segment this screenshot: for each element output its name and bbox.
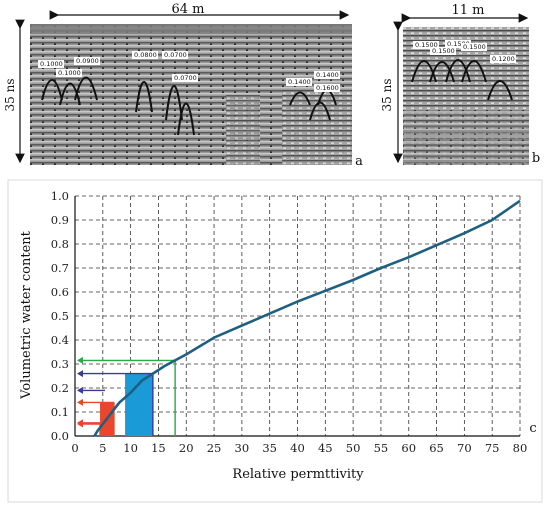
panel-b-hyperbolas xyxy=(411,59,513,101)
chart-grid xyxy=(74,195,521,437)
y-tick-1: 0.1 xyxy=(51,405,69,419)
svg-text:0.0800: 0.0800 xyxy=(134,51,157,59)
svg-text:0.1500: 0.1500 xyxy=(463,43,486,51)
axis-arrowhead-0 xyxy=(77,386,83,394)
y-tick-labels: 0.0 0.1 0.2 0.3 0.4 0.5 0.6 0.7 0.8 0.9 1.0 xyxy=(51,189,69,443)
x-axis-label: Relative permttivity xyxy=(232,467,364,482)
svg-text:0.1400: 0.1400 xyxy=(316,71,339,79)
panel-c: 0 5 10 15 20 25 30 35 40 45 50 55 60 65 70 75 80 0.00.10… xyxy=(7,179,543,503)
svg-text:0.1500: 0.1500 xyxy=(415,41,438,49)
x-tick-15: 75 xyxy=(485,441,500,455)
panel-c-frame xyxy=(7,179,543,503)
y-tick-8: 0.8 xyxy=(51,237,69,251)
panel-a-velocity-labels: 0.1000 0.1000 0.0900 0.0800 0.0700 0.070… xyxy=(38,51,340,92)
y-axis-label: Volumetric water content xyxy=(19,230,34,399)
guide-arrowhead-1 xyxy=(77,370,83,378)
x-tick-3: 15 xyxy=(151,441,166,455)
water-content-curve xyxy=(93,199,521,437)
chart-bars xyxy=(100,373,153,436)
axis-arrowhead-1 xyxy=(77,419,83,427)
svg-text:0.1400: 0.1400 xyxy=(288,78,311,86)
svg-text:0.0900: 0.0900 xyxy=(76,57,99,65)
panel-b-width-label: 11 m xyxy=(451,3,484,18)
y-tick-10: 1.0 xyxy=(51,189,69,203)
y-tick-4: 0.4 xyxy=(51,333,69,347)
y-tick-7: 0.7 xyxy=(51,261,69,275)
guide-arrowhead-0 xyxy=(77,356,83,364)
panel-b: 11 m 35 ns 0.1500 0.1500 0.1500 0.1500 0… xyxy=(380,3,543,166)
svg-text:0.1000: 0.1000 xyxy=(58,69,81,77)
svg-text:0.1500: 0.1500 xyxy=(432,47,455,55)
panel-b-time-label: 35 ns xyxy=(380,79,394,112)
x-tick-14: 70 xyxy=(457,441,472,455)
y-tick-0: 0.0 xyxy=(51,429,69,443)
guide-arrowhead-3 xyxy=(77,398,83,406)
x-tick-5: 25 xyxy=(207,441,222,455)
x-tick-8: 40 xyxy=(290,441,305,455)
panel-b-letter: b xyxy=(532,151,540,166)
panel-a-letter: a xyxy=(355,154,363,169)
panel-a-width-label: 64 m xyxy=(171,2,204,17)
x-tick-0: 0 xyxy=(71,441,78,455)
svg-text:0.0700: 0.0700 xyxy=(174,74,197,82)
x-tick-labels: 0 5 10 15 20 25 30 35 40 45 50 55 60 65 70 75 80 xyxy=(71,441,527,455)
svg-text:0.1200: 0.1200 xyxy=(492,55,515,63)
y-tick-9: 0.9 xyxy=(51,213,69,227)
y-tick-2: 0.2 xyxy=(51,381,69,395)
x-tick-7: 35 xyxy=(262,441,277,455)
x-tick-16: 80 xyxy=(513,441,528,455)
y-tick-3: 0.3 xyxy=(51,357,69,371)
panel-a-time-label: 35 ns xyxy=(3,79,17,112)
panel-a: 64 m 35 ns 0.1000 0.1000 0.0900 0.0800 0… xyxy=(3,2,366,169)
x-tick-11: 55 xyxy=(374,441,389,455)
y-tick-5: 0.5 xyxy=(51,309,69,323)
svg-text:0.1600: 0.1600 xyxy=(316,84,339,92)
panel-c-letter: c xyxy=(529,421,536,436)
x-tick-6: 30 xyxy=(235,441,250,455)
x-tick-1: 5 xyxy=(99,441,106,455)
x-tick-12: 60 xyxy=(401,441,416,455)
x-tick-10: 50 xyxy=(346,441,361,455)
svg-text:0.1500: 0.1500 xyxy=(447,40,470,48)
y-tick-6: 0.6 xyxy=(51,285,69,299)
x-tick-9: 45 xyxy=(318,441,333,455)
x-tick-2: 10 xyxy=(123,441,138,455)
panel-b-velocity-labels: 0.1500 0.1500 0.1500 0.1500 0.1200 xyxy=(413,40,516,63)
x-tick-13: 65 xyxy=(429,441,444,455)
x-tick-4: 20 xyxy=(179,441,194,455)
svg-text:0.0700: 0.0700 xyxy=(164,51,187,59)
svg-text:0.1000: 0.1000 xyxy=(40,60,63,68)
